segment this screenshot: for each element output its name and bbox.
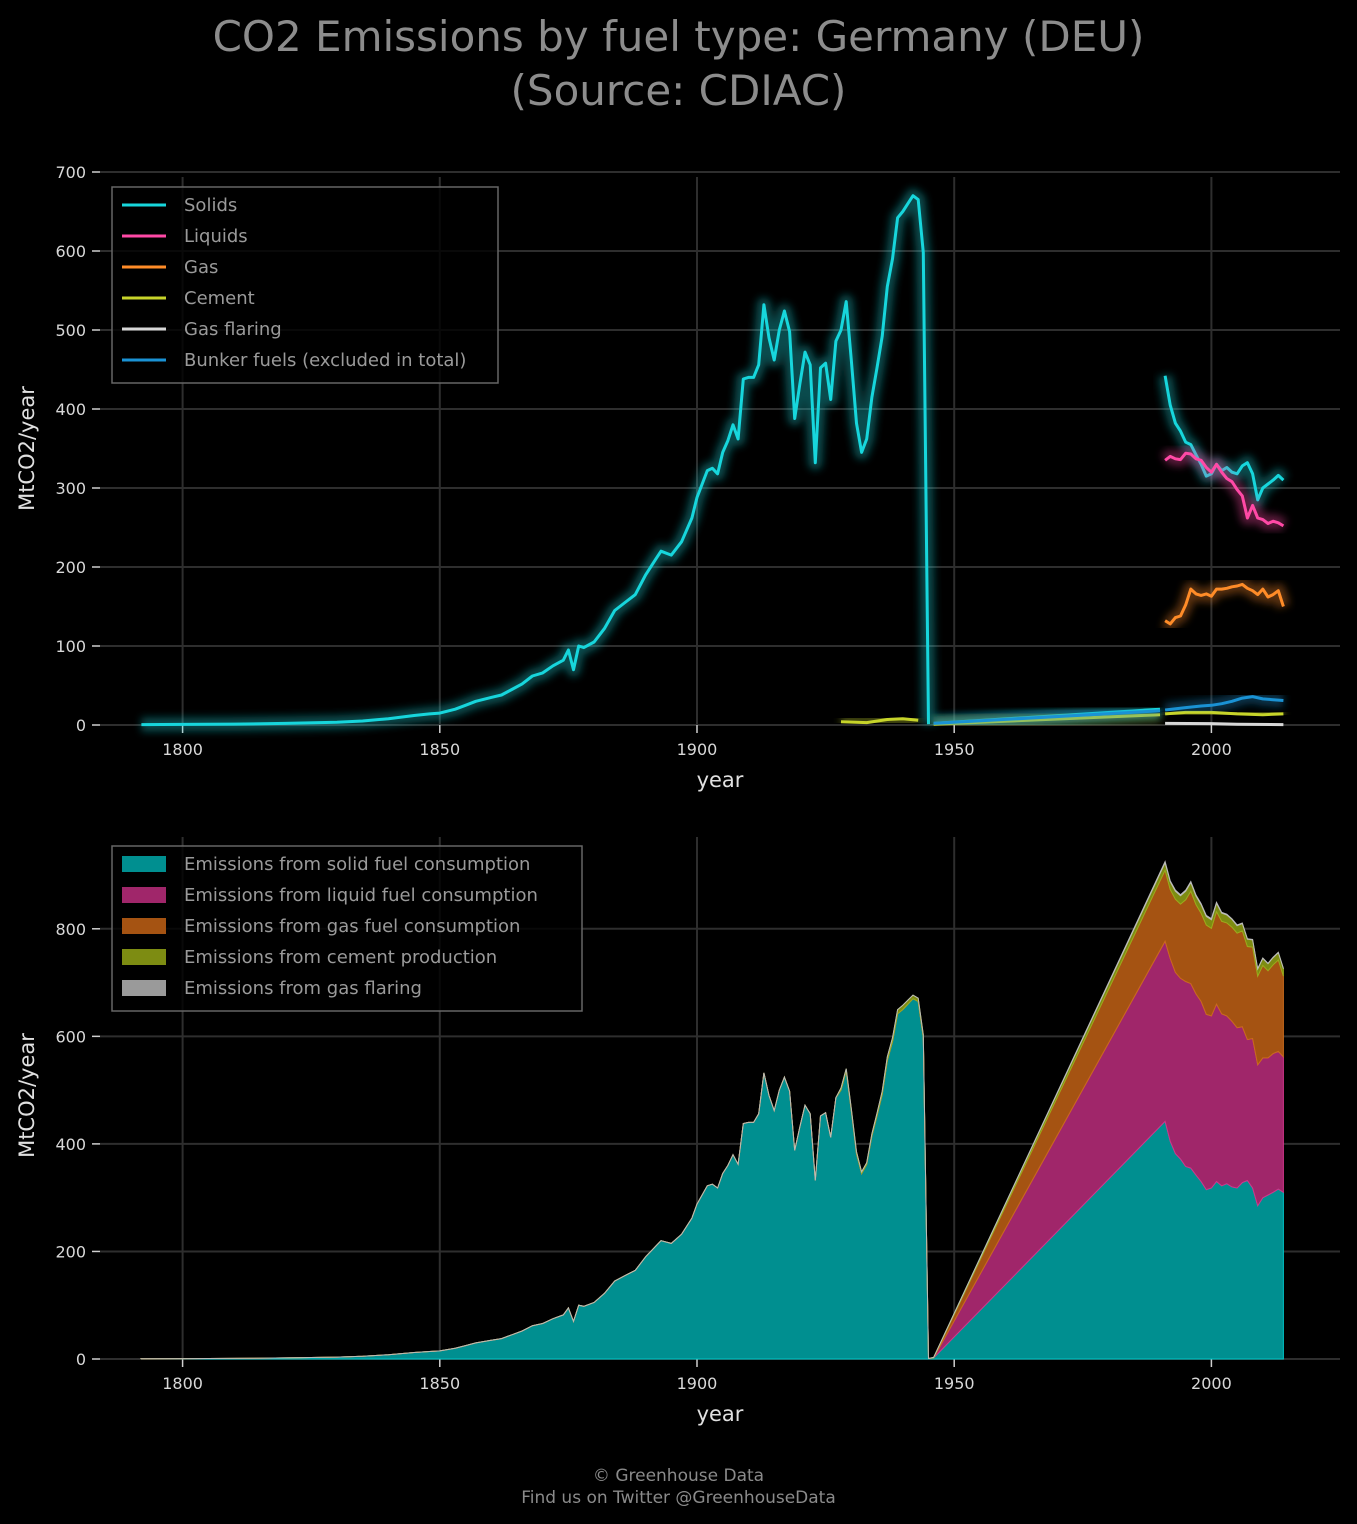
y-tick-label: 600 (55, 242, 86, 261)
series-gas-flaring (1165, 721, 1284, 727)
x-tick-label: 1900 (677, 740, 718, 759)
series-line (840, 717, 919, 725)
legend-label: Emissions from gas flaring (184, 978, 422, 999)
y-tick-label: 700 (55, 163, 86, 182)
x-tick-label: 1900 (677, 1374, 718, 1393)
legend-swatch (122, 918, 166, 934)
legend-label: Cement (184, 288, 255, 309)
series-line (1164, 451, 1285, 528)
x-axis-label: year (697, 1402, 744, 1426)
chart-1: 0 100 200 300 400 500 600 700 1800 1850 1900 1950 20… (15, 163, 1340, 792)
chart-title-line-1: CO2 Emissions by fuel type: Germany (DEU… (212, 12, 1145, 61)
y-tick-label: 0 (76, 716, 86, 735)
legend-label: Gas flaring (184, 319, 282, 340)
y-tick-label: 100 (55, 637, 86, 656)
legend-item: Emissions from liquid fuel consumption (122, 885, 538, 906)
y-tick-label: 200 (55, 1242, 86, 1261)
legend-label: Emissions from gas fuel consumption (184, 916, 520, 937)
legend: Emissions from solid fuel consumption Emi… (111, 845, 583, 1012)
series-line (1164, 582, 1285, 626)
legend-swatch (122, 980, 166, 996)
footer-copyright: © Greenhouse Data (592, 1466, 765, 1486)
y-axis-label: MtCO2/year (15, 386, 39, 511)
legend-swatch (122, 856, 166, 872)
chart-title-line-2: (Source: CDIAC) (510, 66, 847, 115)
legend-swatch (122, 887, 166, 903)
y-tick-label: 400 (55, 400, 86, 419)
legend: Solids Liquids Gas Cement Gas flaring Bunker … (111, 186, 499, 384)
series-line (1164, 695, 1284, 712)
series-line (141, 194, 930, 727)
x-tick-label: 1850 (419, 740, 460, 759)
area-emissions-from-gas-flaring (139, 860, 1284, 1360)
y-tick-label: 300 (55, 479, 86, 498)
series-line (933, 709, 1161, 725)
y-tick-label: 600 (55, 1027, 86, 1046)
series-glow (1161, 577, 1291, 631)
legend-item: Emissions from solid fuel consumption (122, 854, 530, 875)
series-bunker-fuels-excluded-in-total- (933, 689, 1284, 731)
legend-label: Emissions from cement production (184, 947, 497, 968)
x-tick-label: 1950 (934, 740, 975, 759)
x-tick-label: 1950 (934, 1374, 975, 1393)
y-axis-label: MtCO2/year (15, 1033, 39, 1158)
legend-item: Bunker fuels (excluded in total) (122, 350, 466, 371)
y-tick-label: 200 (55, 558, 86, 577)
x-tick-label: 1800 (162, 740, 203, 759)
legend-item: Emissions from cement production (122, 947, 497, 968)
legend-label: Liquids (184, 226, 248, 247)
legend-label: Emissions from liquid fuel consumption (184, 885, 538, 906)
legend-box (111, 186, 499, 384)
legend-item: Gas (122, 257, 218, 278)
x-tick-label: 1800 (162, 1374, 203, 1393)
y-tick-label: 0 (76, 1350, 86, 1369)
y-tick-label: 800 (55, 920, 86, 939)
legend-item: Emissions from gas flaring (122, 978, 422, 999)
legend-label: Gas (184, 257, 218, 278)
legend-box (111, 845, 583, 1012)
legend-item: Solids (122, 195, 237, 216)
legend-item: Liquids (122, 226, 248, 247)
series-line (1165, 721, 1284, 727)
series-liquids (1160, 446, 1288, 532)
legend-swatch (122, 949, 166, 965)
legend-item: Emissions from gas fuel consumption (122, 916, 520, 937)
legend-label: Bunker fuels (excluded in total) (184, 350, 466, 371)
x-tick-label: 2000 (1191, 1374, 1232, 1393)
chart-2: 0 200 400 600 800 1800 1850 1900 1950 2000 year MtC… (15, 837, 1340, 1426)
legend-label: Solids (184, 195, 237, 216)
series-gas (1161, 577, 1291, 631)
legend-item: Gas flaring (122, 319, 282, 340)
legend-item: Cement (122, 288, 255, 309)
chart-title: CO2 Emissions by fuel type: Germany (DEU… (0, 10, 1357, 118)
x-tick-label: 1850 (419, 1374, 460, 1393)
legend-label: Emissions from solid fuel consumption (184, 854, 530, 875)
y-tick-label: 500 (55, 321, 86, 340)
x-axis-label: year (697, 768, 744, 792)
x-tick-label: 2000 (1191, 740, 1232, 759)
footer: © Greenhouse Data Find us on Twitter @Gr… (0, 1465, 1357, 1509)
y-tick-label: 400 (55, 1135, 86, 1154)
footer-twitter: Find us on Twitter @GreenhouseData (521, 1488, 836, 1508)
